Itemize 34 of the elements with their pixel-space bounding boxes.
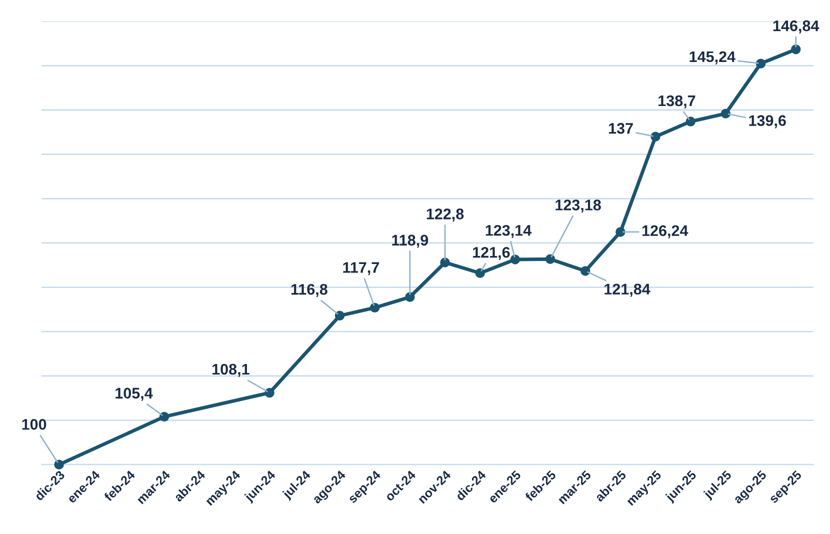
point xyxy=(580,266,590,276)
data-label: 146,84 xyxy=(773,20,820,34)
data-label: 108,1 xyxy=(212,364,250,377)
point xyxy=(475,268,485,278)
point xyxy=(440,258,450,268)
data-label: 122,8 xyxy=(426,208,464,222)
point xyxy=(650,132,660,142)
data-label: 105,4 xyxy=(116,388,153,401)
data-label: 123,18 xyxy=(556,200,601,213)
point xyxy=(720,108,731,118)
data-label: 145,24 xyxy=(690,51,736,64)
point xyxy=(264,388,274,398)
data-label: 126,24 xyxy=(642,225,688,238)
point xyxy=(405,292,415,302)
data-label: 118,9 xyxy=(392,234,428,248)
data-label: 139,6 xyxy=(749,115,786,128)
data-label: 121,84 xyxy=(604,284,650,297)
data-label: 121,6 xyxy=(473,246,510,260)
data-label: 137 xyxy=(609,122,633,134)
point xyxy=(790,44,801,54)
data-label: 117,7 xyxy=(343,262,379,276)
point xyxy=(756,58,766,68)
point xyxy=(370,302,380,313)
point xyxy=(545,254,556,264)
data-label: 116,8 xyxy=(291,284,328,297)
point xyxy=(54,460,64,470)
point xyxy=(616,227,626,237)
point xyxy=(686,116,696,126)
point xyxy=(510,254,520,264)
data-label: 123,14 xyxy=(486,224,532,238)
point xyxy=(334,310,345,321)
data-label: 100 xyxy=(22,418,46,430)
point xyxy=(159,412,170,422)
data-label: 138,7 xyxy=(658,95,696,108)
